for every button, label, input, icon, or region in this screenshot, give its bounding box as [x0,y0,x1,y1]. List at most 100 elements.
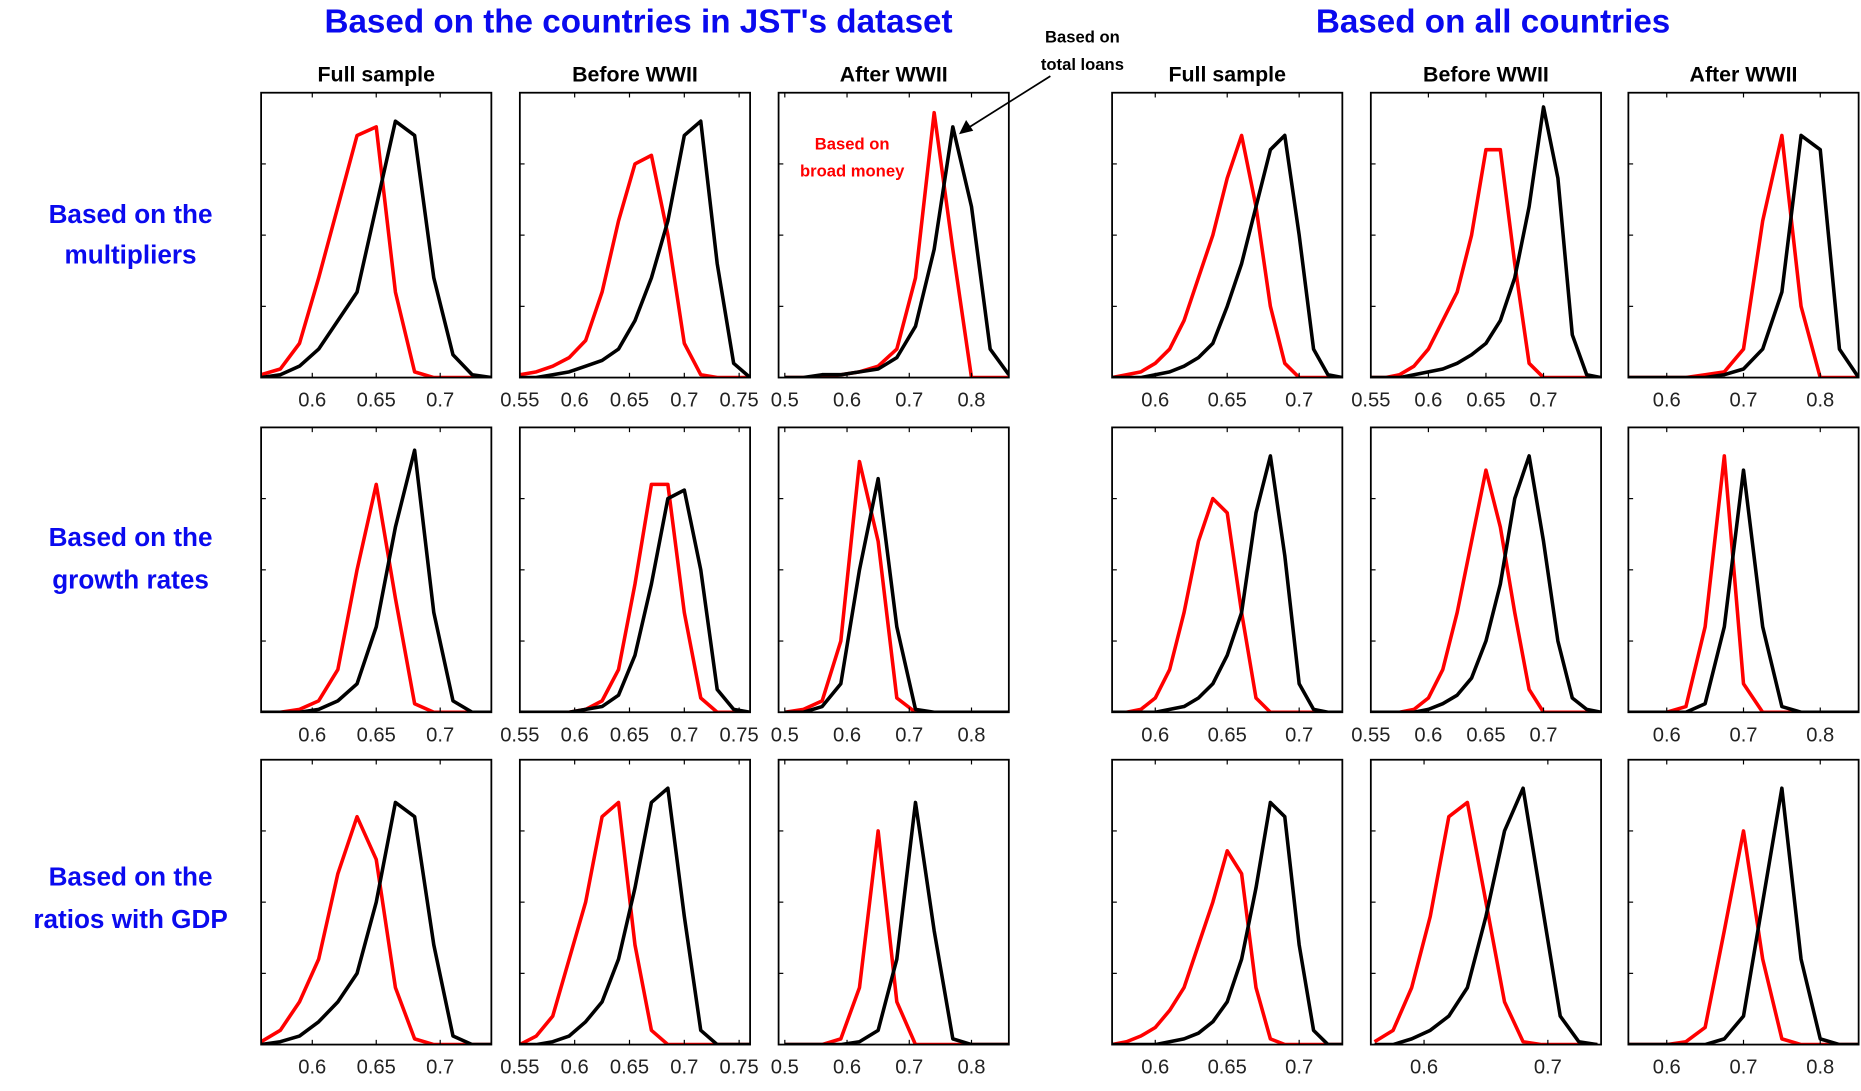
x-tick-label: 0.65 [1208,724,1247,746]
density-line [1628,786,1859,1045]
x-tick-label: 0.7 [426,724,454,746]
x-tick-label: 0.7 [426,1057,454,1079]
density-line [261,482,492,713]
x-tick-label: 0.6 [833,390,861,412]
x-tick-label: 0.6 [1410,1057,1438,1079]
row-label: growth rates [52,565,209,595]
x-tick-label: 0.7 [1729,724,1757,746]
row-label: multipliers [65,239,197,269]
group-title: Based on the countries in JST's dataset [324,4,952,41]
x-tick-label: 0.8 [957,1057,985,1079]
x-tick-label: 0.55 [500,1057,539,1079]
density-line [1628,133,1859,378]
x-tick-label: 0.7 [1285,390,1313,412]
x-tick-label: 0.6 [1141,390,1169,412]
x-tick-label: 0.7 [1529,724,1557,746]
x-tick-label: 0.7 [895,724,923,746]
x-tick-label: 0.55 [1351,390,1390,412]
x-tick-label: 0.6 [1141,1057,1169,1079]
density-line [1370,147,1602,378]
x-tick-label: 0.6 [298,724,326,746]
x-tick-label: 0.7 [1534,1057,1562,1079]
density-line [784,110,1009,378]
frame [518,758,751,1046]
x-tick-label: 0.65 [357,1057,396,1079]
density-line [261,125,492,378]
x-tick-label: 0.8 [1806,390,1834,412]
density-line [1112,133,1343,378]
arrow-head [958,120,974,135]
row-label: Based on the [49,199,213,229]
density-line [784,476,1009,713]
x-tick-label: 0.6 [1141,724,1169,746]
frame [518,91,751,379]
annotation-arrow [963,75,1051,132]
density-line [784,800,1009,1045]
row-label: ratios with GDP [33,904,227,934]
density-line [519,119,751,378]
density-line [1628,454,1859,713]
x-tick-label: 0.65 [357,724,396,746]
density-line [1112,800,1343,1045]
x-tick-label: 0.6 [1414,724,1442,746]
density-line [261,119,492,378]
x-tick-label: 0.7 [670,724,698,746]
density-line [261,448,492,713]
x-tick-label: 0.75 [720,390,759,412]
x-tick-label: 0.65 [1466,724,1505,746]
row-label: Based on the [49,522,213,552]
density-line [1374,786,1598,1045]
density-line [1628,829,1859,1045]
x-tick-label: 0.6 [1414,390,1442,412]
density-line [784,125,1009,378]
frame [1111,426,1344,714]
density-line [1628,133,1859,378]
x-tick-label: 0.6 [561,390,589,412]
frame [1627,91,1860,379]
x-tick-label: 0.6 [561,1057,589,1079]
density-line [519,786,751,1045]
x-tick-label: 0.55 [1351,724,1390,746]
density-line [784,459,1009,713]
x-tick-label: 0.6 [1653,1057,1681,1079]
frame [1627,758,1860,1046]
density-line [519,488,751,713]
density-line [1628,468,1859,713]
density-line [784,829,1009,1045]
density-line [1370,468,1602,713]
x-tick-label: 0.65 [610,724,649,746]
x-tick-label: 0.55 [500,390,539,412]
x-tick-label: 0.6 [833,1057,861,1079]
column-title: Full sample [317,63,435,87]
row-label: Based on the [49,861,213,891]
x-tick-label: 0.5 [771,1057,799,1079]
x-tick-label: 0.5 [771,390,799,412]
x-tick-label: 0.75 [720,724,759,746]
x-tick-label: 0.7 [1285,724,1313,746]
x-tick-label: 0.7 [895,390,923,412]
column-title: Full sample [1168,63,1286,87]
x-tick-label: 0.6 [298,1057,326,1079]
annotation: total loans [1041,55,1124,74]
annotation: Based on [815,134,890,153]
x-tick-label: 0.8 [1806,1057,1834,1079]
x-tick-label: 0.7 [1529,390,1557,412]
column-title: After WWII [840,63,948,87]
x-tick-label: 0.7 [895,1057,923,1079]
x-tick-label: 0.5 [771,724,799,746]
x-tick-label: 0.7 [670,390,698,412]
density-line [1112,133,1343,378]
x-tick-label: 0.7 [1285,1057,1313,1079]
x-tick-label: 0.8 [957,390,985,412]
density-line [1370,454,1602,713]
density-line [519,482,751,713]
annotation: broad money [800,162,905,181]
x-tick-label: 0.65 [610,1057,649,1079]
x-tick-label: 0.7 [426,390,454,412]
density-line [519,153,751,378]
frame [1111,91,1344,379]
x-tick-label: 0.65 [1208,390,1247,412]
frame [1369,91,1602,379]
